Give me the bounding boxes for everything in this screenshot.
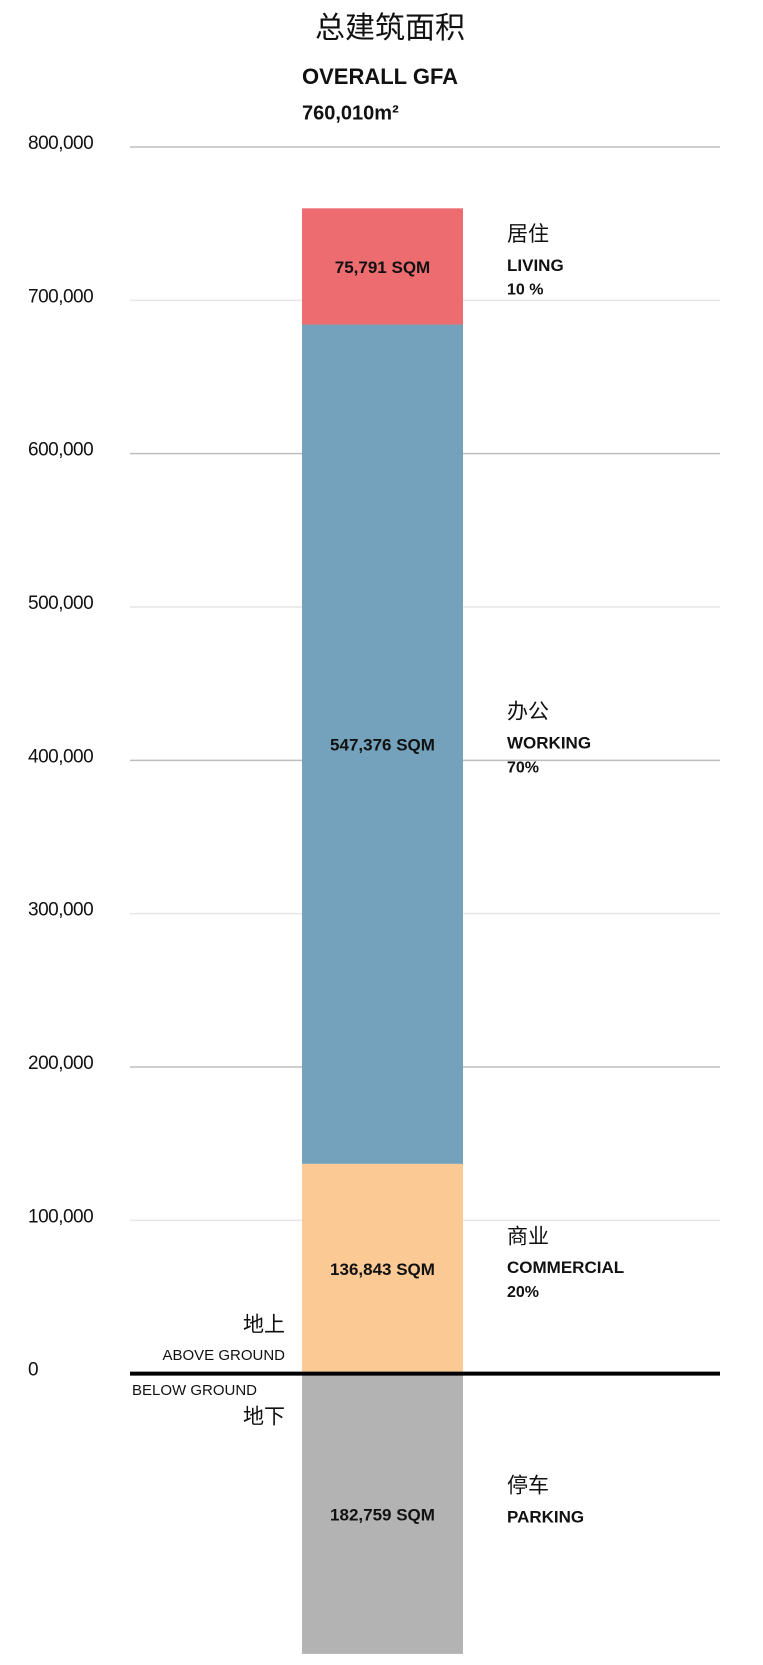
data-label: 136,843 SQM <box>330 1260 435 1279</box>
legend-label: PARKING <box>507 1507 584 1526</box>
annotation: 地上 <box>243 1314 285 1337</box>
share-label: 10 % <box>507 282 543 299</box>
y-tick-label: 700,000 <box>28 286 93 307</box>
y-tick-label: 800,000 <box>28 133 93 154</box>
bar-segment <box>302 1163 463 1374</box>
legend-label: 居住 <box>507 223 549 246</box>
legend-label: WORKING <box>507 734 591 753</box>
bar-segment <box>302 324 463 1164</box>
data-label: 547,376 SQM <box>330 736 435 755</box>
legend-label: COMMERCIAL <box>507 1258 624 1277</box>
y-tick-label: 0 <box>28 1360 38 1381</box>
y-tick-label: 600,000 <box>28 440 93 461</box>
chart-title: 总建筑面积 <box>315 12 465 45</box>
y-tick-label: 500,000 <box>28 593 93 614</box>
y-tick-label: 300,000 <box>28 900 93 921</box>
legend-label: 办公 <box>507 701 549 724</box>
data-label: 75,791 SQM <box>335 258 430 277</box>
y-tick-label: 200,000 <box>28 1053 93 1074</box>
annotation: BELOW GROUND <box>132 1382 257 1399</box>
share-label: 20% <box>507 1284 539 1301</box>
share-label: 70% <box>507 759 539 776</box>
legend-label: LIVING <box>507 256 564 275</box>
annotation: ABOVE GROUND <box>162 1347 285 1364</box>
bar-segment <box>302 208 463 325</box>
y-tick-label: 100,000 <box>28 1206 93 1227</box>
data-label: 182,759 SQM <box>330 1505 435 1524</box>
chart-subtitle: OVERALL GFA <box>302 64 458 89</box>
total-label: 760,010m² <box>302 102 399 124</box>
legend-label: 停车 <box>507 1474 549 1497</box>
annotation: 地下 <box>243 1406 285 1429</box>
y-tick-label: 400,000 <box>28 746 93 767</box>
bar-segment <box>302 1373 463 1654</box>
legend-label: 商业 <box>507 1225 549 1248</box>
